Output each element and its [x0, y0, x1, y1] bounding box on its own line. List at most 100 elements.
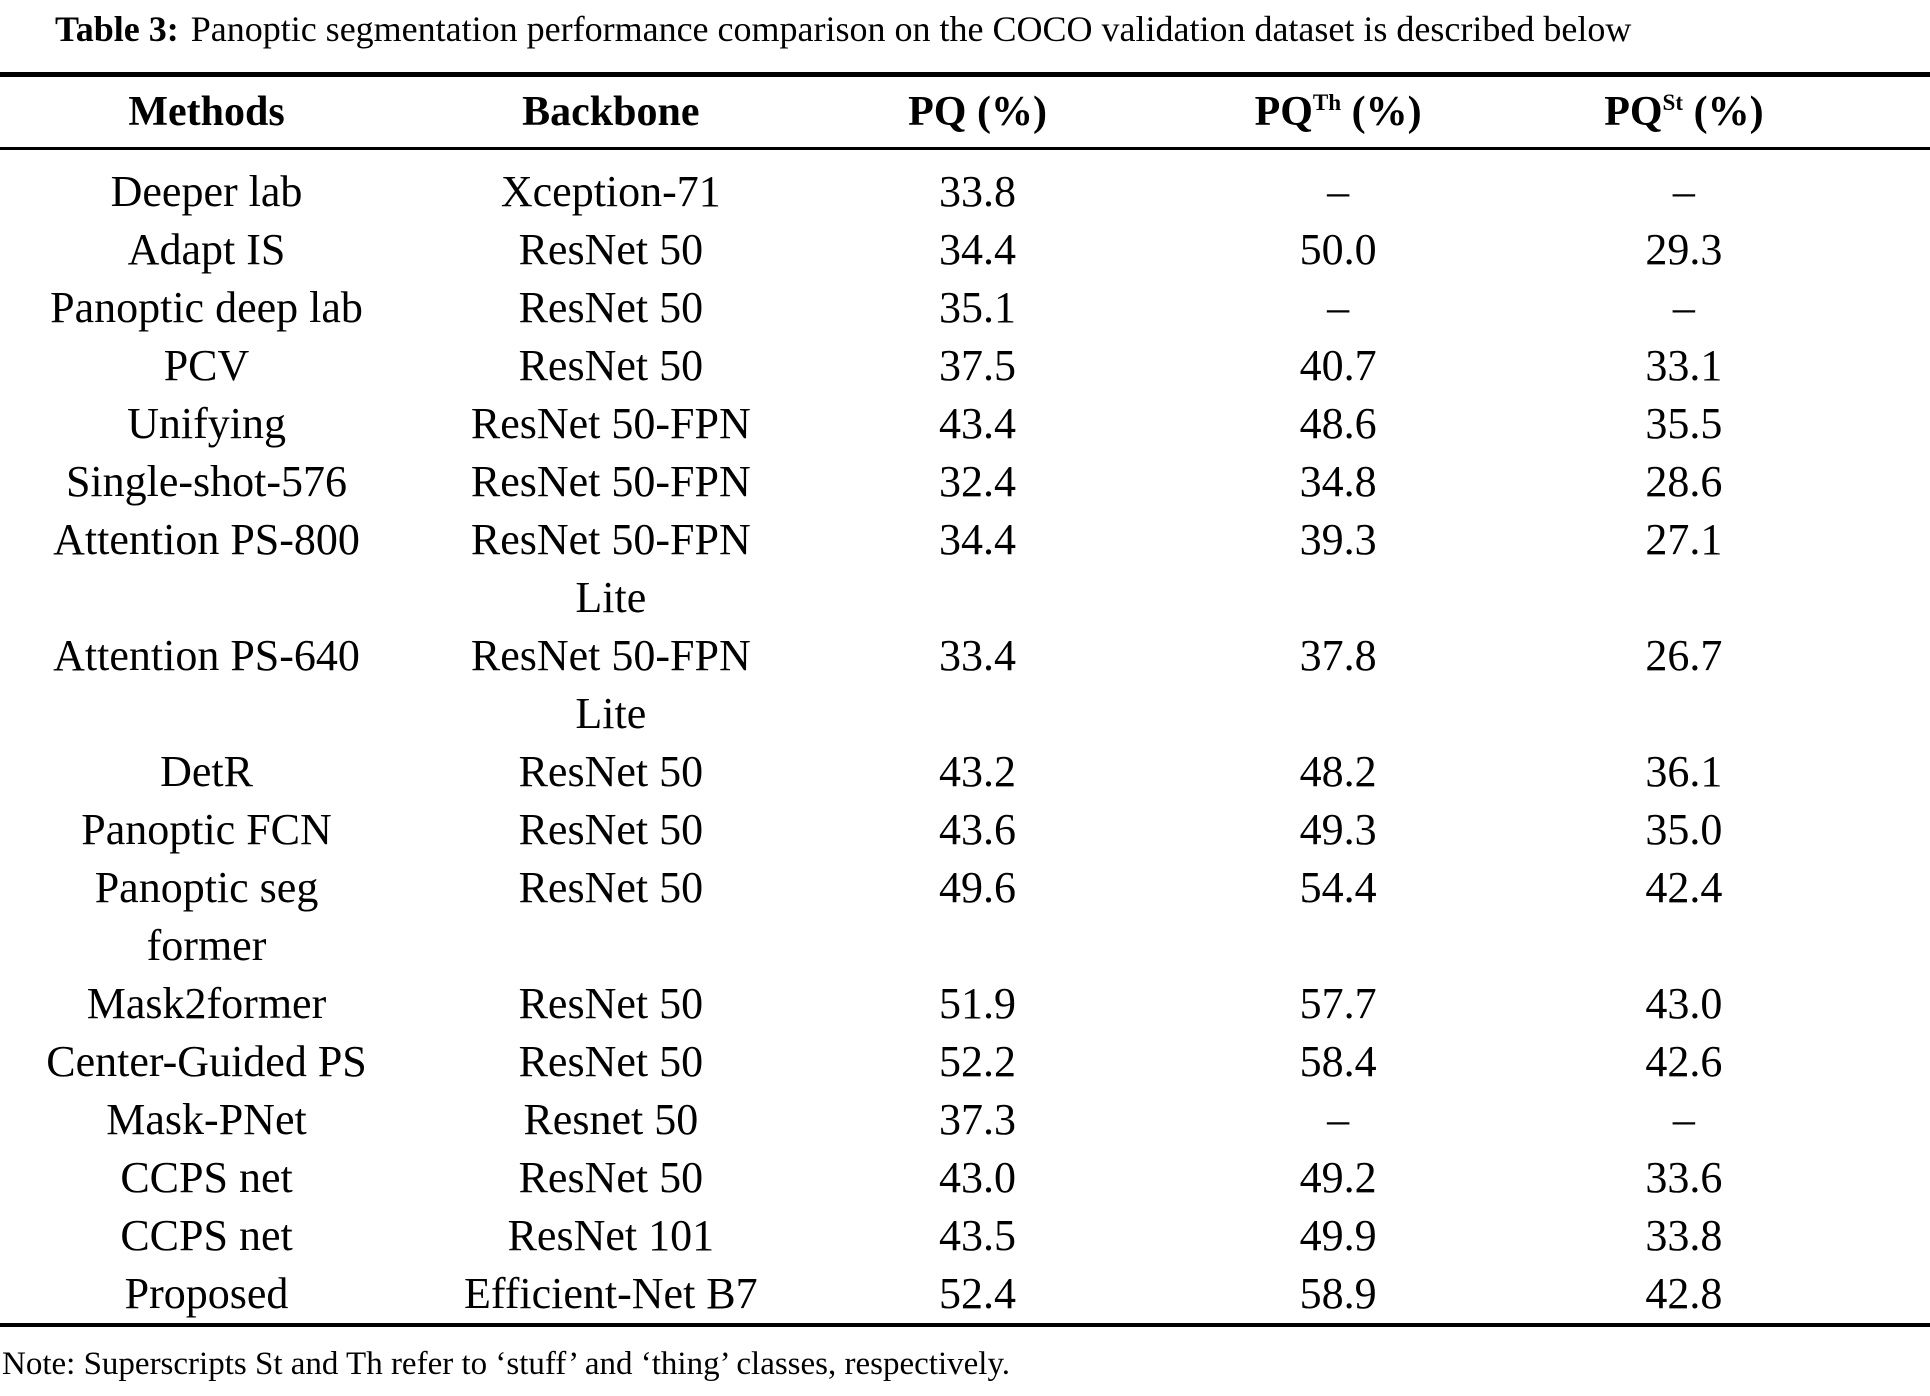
pq-cell: 43.0 — [939, 1153, 1017, 1202]
backbone-cell: ResNet 101 — [507, 1211, 715, 1260]
pq-st-cell: 43.0 — [1645, 979, 1723, 1028]
method-cell: Proposed — [124, 1269, 289, 1318]
backbone-cell: ResNet 50 — [518, 225, 704, 274]
pq-st-cell: – — [1672, 283, 1695, 332]
pq-st-cell: 35.5 — [1645, 399, 1723, 448]
pq-th-cell: – — [1327, 1095, 1350, 1144]
header-text: PQ — [908, 89, 967, 135]
backbone-cell: ResNet 50 — [518, 341, 704, 390]
col-header-pq: PQ (%) — [808, 74, 1147, 150]
pq-cell: 35.1 — [939, 283, 1017, 332]
header-suffix: (%) — [1341, 89, 1422, 135]
pq-cell: 51.9 — [939, 979, 1017, 1028]
backbone-cell: ResNet 50-FPN Lite — [470, 631, 751, 738]
col-header-pq-st: PQSt (%) — [1493, 74, 1930, 150]
pq-cell: 32.4 — [939, 457, 1017, 506]
pq-cell: 33.4 — [939, 631, 1017, 680]
table-row: Panoptic FCN ResNet 50 43.6 49.3 35.0 — [0, 801, 1930, 859]
backbone-cell: ResNet 50 — [518, 863, 704, 912]
pq-th-cell: 48.2 — [1299, 747, 1377, 796]
pq-th-cell: 49.9 — [1299, 1211, 1377, 1260]
backbone-cell: Resnet 50 — [523, 1095, 699, 1144]
header-text: Methods — [128, 89, 285, 135]
table-caption-text: Panoptic segmentation performance compar… — [190, 9, 1632, 49]
pq-th-cell: 49.2 — [1299, 1153, 1377, 1202]
pq-th-cell: 39.3 — [1299, 515, 1377, 564]
table-row: Attention PS-800 ResNet 50-FPN Lite 34.4… — [0, 511, 1930, 627]
pq-cell: 52.2 — [939, 1037, 1017, 1086]
col-header-pq-th: PQTh (%) — [1146, 74, 1494, 150]
table-body: Deeper lab Xception-71 33.8 – – Adapt IS… — [0, 149, 1930, 1326]
pq-th-cell: 57.7 — [1299, 979, 1377, 1028]
pq-st-cell: 29.3 — [1645, 225, 1723, 274]
table-row: Single-shot-576 ResNet 50-FPN 32.4 34.8 … — [0, 453, 1930, 511]
header-text: PQ — [1604, 89, 1663, 135]
method-cell: Attention PS-800 — [53, 515, 360, 564]
method-cell: PCV — [163, 341, 250, 390]
method-cell: Center-Guided PS — [46, 1037, 367, 1086]
pq-th-cell: 40.7 — [1299, 341, 1377, 390]
backbone-cell: ResNet 50-FPN — [470, 399, 751, 448]
header-superscript: St — [1662, 89, 1684, 115]
method-cell: CCPS net — [120, 1211, 293, 1260]
pq-th-cell: 48.6 — [1299, 399, 1377, 448]
pq-cell: 43.2 — [939, 747, 1017, 796]
table-row: PCV ResNet 50 37.5 40.7 33.1 — [0, 337, 1930, 395]
header-text: PQ — [1254, 89, 1313, 135]
pq-st-cell: 33.8 — [1645, 1211, 1723, 1260]
pq-st-cell: 42.8 — [1645, 1269, 1723, 1318]
pq-th-cell: – — [1327, 167, 1350, 216]
backbone-cell: ResNet 50 — [518, 805, 704, 854]
pq-th-cell: 54.4 — [1299, 863, 1377, 912]
pq-st-cell: 33.6 — [1645, 1153, 1723, 1202]
pq-st-cell: 42.4 — [1645, 863, 1723, 912]
pq-cell: 34.4 — [939, 515, 1017, 564]
pq-st-cell: 42.6 — [1645, 1037, 1723, 1086]
table-row: Mask-PNet Resnet 50 37.3 – – — [0, 1091, 1930, 1149]
pq-st-cell: – — [1672, 167, 1695, 216]
pq-th-cell: 34.8 — [1299, 457, 1377, 506]
pq-cell: 43.5 — [939, 1211, 1017, 1260]
pq-st-cell: 36.1 — [1645, 747, 1723, 796]
pq-cell: 33.8 — [939, 167, 1017, 216]
table-row: CCPS net ResNet 101 43.5 49.9 33.8 — [0, 1207, 1930, 1265]
table-row: Adapt IS ResNet 50 34.4 50.0 29.3 — [0, 221, 1930, 279]
pq-st-cell: 33.1 — [1645, 341, 1723, 390]
method-cell: Deeper lab — [110, 167, 303, 216]
table-row: Mask2former ResNet 50 51.9 57.7 43.0 — [0, 975, 1930, 1033]
pq-st-cell: 26.7 — [1645, 631, 1723, 680]
pq-th-cell: 37.8 — [1299, 631, 1377, 680]
pq-st-cell: 28.6 — [1645, 457, 1723, 506]
col-header-backbone: Backbone — [413, 74, 809, 150]
backbone-cell: ResNet 50 — [518, 283, 704, 332]
table-caption-label: Table 3: — [55, 9, 179, 49]
method-cell: Panoptic deep lab — [50, 283, 363, 332]
backbone-cell: ResNet 50 — [518, 979, 704, 1028]
table-row: Panoptic deep lab ResNet 50 35.1 – – — [0, 279, 1930, 337]
table-row: CCPS net ResNet 50 43.0 49.2 33.6 — [0, 1149, 1930, 1207]
table-row: DetR ResNet 50 43.2 48.2 36.1 — [0, 743, 1930, 801]
method-cell: Panoptic FCN — [81, 805, 332, 854]
header-text: Backbone — [522, 89, 700, 135]
backbone-cell: Xception-71 — [500, 167, 721, 216]
backbone-cell: ResNet 50 — [518, 747, 704, 796]
table-note: Note: Superscripts St and Th refer to ‘s… — [2, 1346, 1011, 1382]
pq-th-cell: 50.0 — [1299, 225, 1377, 274]
performance-table: Methods Backbone PQ (%) PQTh (%) PQSt (%… — [0, 72, 1930, 1327]
pq-cell: 34.4 — [939, 225, 1017, 274]
pq-cell: 52.4 — [939, 1269, 1017, 1318]
backbone-cell: ResNet 50-FPN Lite — [470, 515, 751, 622]
backbone-cell: ResNet 50 — [518, 1037, 704, 1086]
pq-cell: 43.4 — [939, 399, 1017, 448]
pq-cell: 37.5 — [939, 341, 1017, 390]
pq-cell: 37.3 — [939, 1095, 1017, 1144]
pq-th-cell: 49.3 — [1299, 805, 1377, 854]
table-row: Panoptic seg former ResNet 50 49.6 54.4 … — [0, 859, 1930, 975]
header-suffix: (%) — [966, 89, 1047, 135]
pq-cell: 43.6 — [939, 805, 1017, 854]
header-suffix: (%) — [1683, 89, 1764, 135]
table-header-row: Methods Backbone PQ (%) PQTh (%) PQSt (%… — [0, 74, 1930, 150]
pq-th-cell: – — [1327, 283, 1350, 332]
pq-st-cell: 35.0 — [1645, 805, 1723, 854]
